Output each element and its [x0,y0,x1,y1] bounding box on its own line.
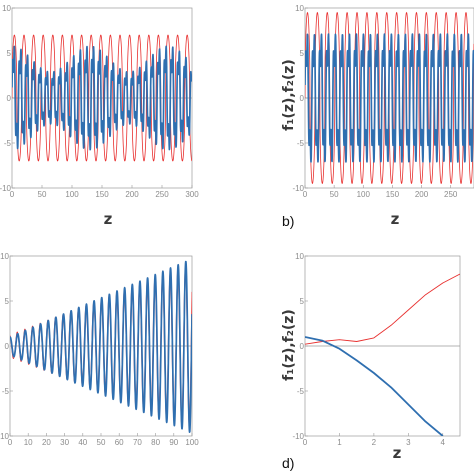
y-tick-label: 0 [300,342,305,351]
x-tick-label: 50 [330,190,339,199]
y-tick-label: -5 [2,387,10,396]
y-tick-label: 5 [5,297,10,306]
y-tick-label: 10 [295,4,304,13]
x-tick-label: 30 [60,438,69,447]
x-tick-label: 0 [10,190,15,199]
x-tick-label: 3 [406,438,411,447]
x-tick-label: 1 [337,438,342,447]
x-tick-label: 10 [24,438,33,447]
x-tick-label: 70 [133,438,142,447]
y-tick-label: -10 [292,184,304,193]
chart-panel-top-left: z 0 50 100 150 200 250 300 -10 -5 0 5 10 [0,4,199,228]
x-tick-label: 0 [303,190,308,199]
y-tick-label: -10 [0,432,10,441]
x-tick-label: 150 [386,190,400,199]
x-tick-label: 0 [303,438,308,447]
series-blue-line [305,33,474,163]
y-tick-label: -10 [292,432,304,441]
y-tick-label: 10 [2,4,11,13]
x-axis-label: z [391,210,400,228]
x-tick-label: 90 [169,438,178,447]
series-blue-line [12,45,192,151]
x-tick-label: 150 [95,190,109,199]
x-tick-label: 100 [185,438,199,447]
y-tick-label: 0 [7,94,12,103]
series-blue-line [305,336,444,436]
x-tick-label: 80 [151,438,160,447]
x-tick-label: 20 [42,438,51,447]
chart-panel-bottom-right: z f₁(z),f₂(z) d) 0 1 2 3 4 -10 -5 0 5 10 [281,252,461,471]
x-tick-label: 40 [78,438,87,447]
y-axis-label: f₁(z),f₂(z) [281,59,297,131]
y-axis-label: f₁(z),f₂(z) [281,309,297,381]
y-tick-label: -10 [0,184,12,193]
y-tick-label: 10 [295,252,304,261]
x-axis-label: z [393,444,402,462]
y-tick-label: -5 [297,139,305,148]
x-tick-label: 0 [8,438,13,447]
x-tick-label: 4 [441,438,446,447]
chart-panel-top-right: z f₁(z),f₂(z) b) 0 50 100 150 200 250 -10 -5 0 5 1… [281,4,474,229]
chart-panel-bottom-left: 0 10 20 30 40 50 60 70 80 90 100 -10 -5 0 5 10 [0,252,199,447]
y-tick-label: 5 [300,297,305,306]
y-tick-label: 5 [300,49,305,58]
y-tick-label: -5 [297,387,305,396]
x-tick-label: 100 [65,190,79,199]
x-tick-label: 100 [357,190,371,199]
x-tick-label: 300 [185,190,199,199]
y-tick-label: -5 [4,139,12,148]
panel-letter-d: d) [282,455,294,471]
x-tick-label: 200 [125,190,139,199]
series-red-line [305,12,474,184]
series-red-line [305,273,460,345]
x-axis-label: z [104,210,113,228]
y-tick-label: 10 [0,252,9,261]
x-tick-label: 50 [97,438,106,447]
x-tick-label: 200 [415,190,429,199]
x-tick-label: 250 [155,190,169,199]
y-tick-label: 0 [5,342,10,351]
panel-letter-b: b) [282,213,294,229]
y-tick-label: 0 [300,94,305,103]
x-tick-label: 50 [38,190,47,199]
series-blue-line [10,260,192,433]
y-tick-label: 5 [7,49,12,58]
x-tick-label: 250 [444,190,458,199]
x-tick-label: 60 [115,438,124,447]
x-tick-label: 2 [372,438,377,447]
series-red-line [12,34,192,162]
